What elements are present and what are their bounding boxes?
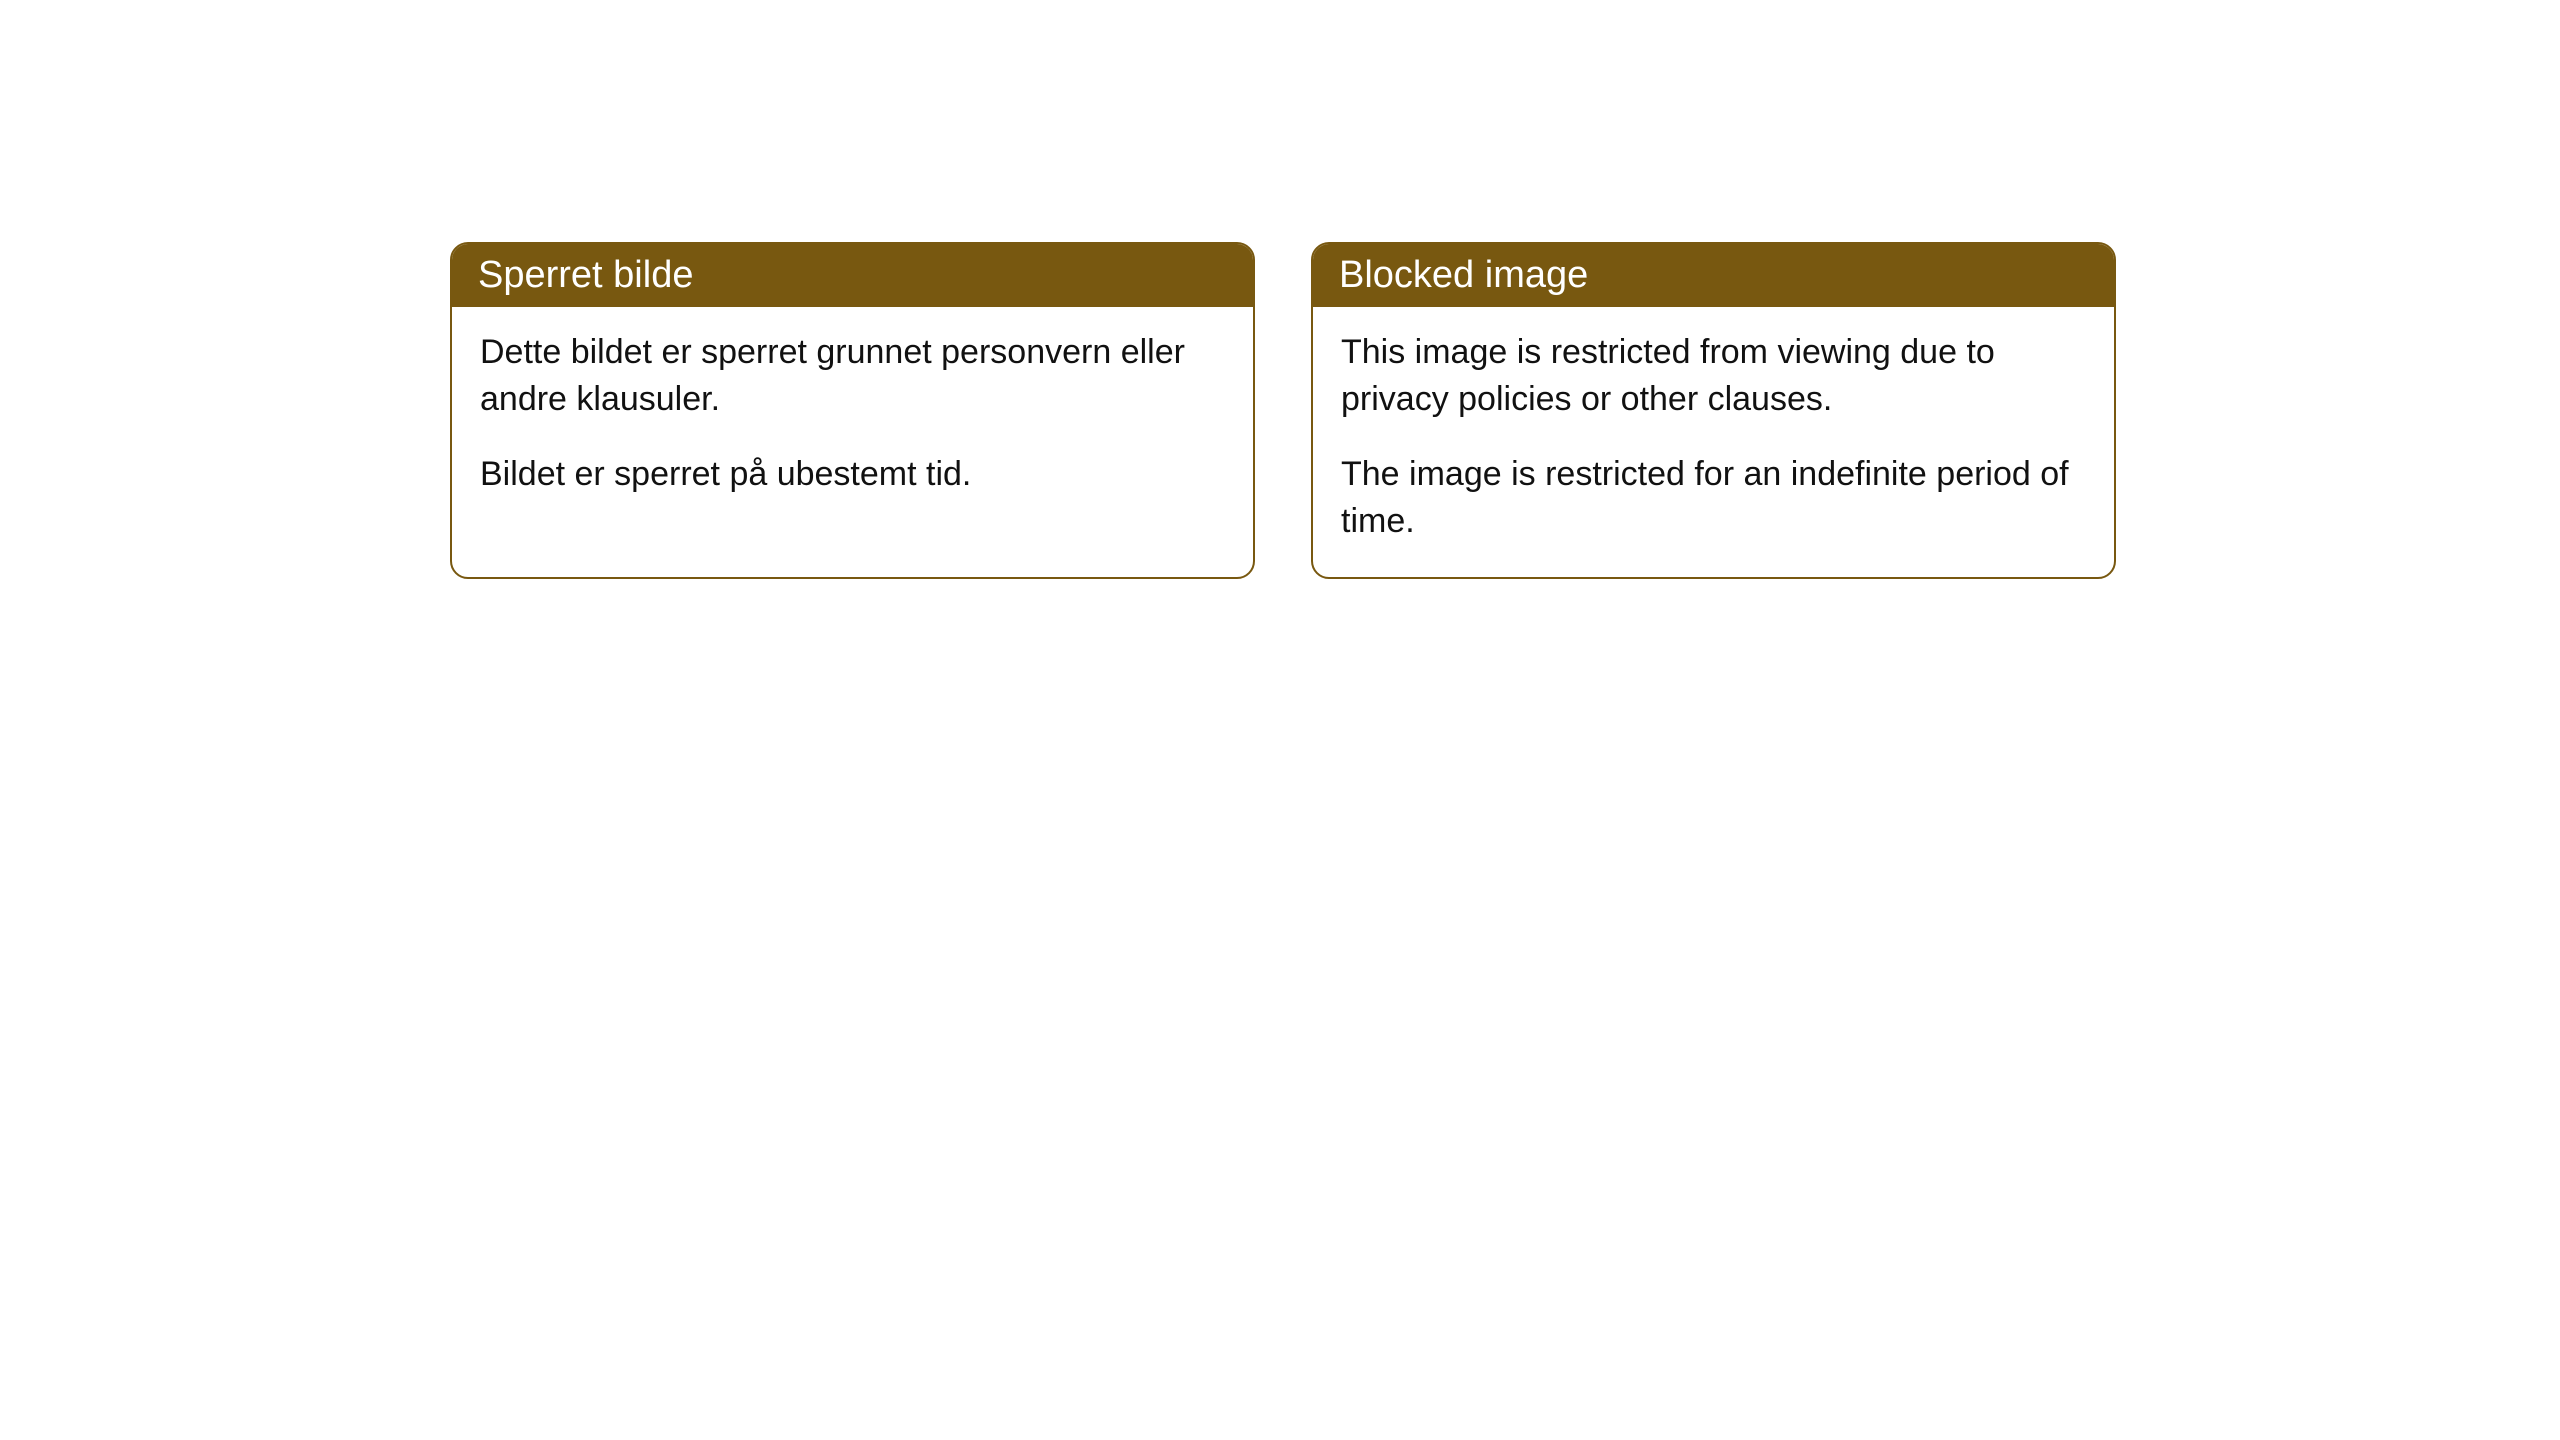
card-body: This image is restricted from viewing du… (1313, 307, 2114, 577)
card-header: Sperret bilde (452, 244, 1253, 307)
card-title: Sperret bilde (478, 254, 693, 296)
card-paragraph-2: Bildet er sperret på ubestemt tid. (480, 451, 1225, 498)
blocked-image-card-norwegian: Sperret bilde Dette bildet er sperret gr… (450, 242, 1255, 579)
card-title: Blocked image (1339, 254, 1588, 296)
card-paragraph-1: Dette bildet er sperret grunnet personve… (480, 329, 1225, 423)
card-body: Dette bildet er sperret grunnet personve… (452, 307, 1253, 530)
blocked-image-card-english: Blocked image This image is restricted f… (1311, 242, 2116, 579)
card-paragraph-2: The image is restricted for an indefinit… (1341, 451, 2086, 545)
card-paragraph-1: This image is restricted from viewing du… (1341, 329, 2086, 423)
cards-container: Sperret bilde Dette bildet er sperret gr… (450, 242, 2116, 579)
card-header: Blocked image (1313, 244, 2114, 307)
